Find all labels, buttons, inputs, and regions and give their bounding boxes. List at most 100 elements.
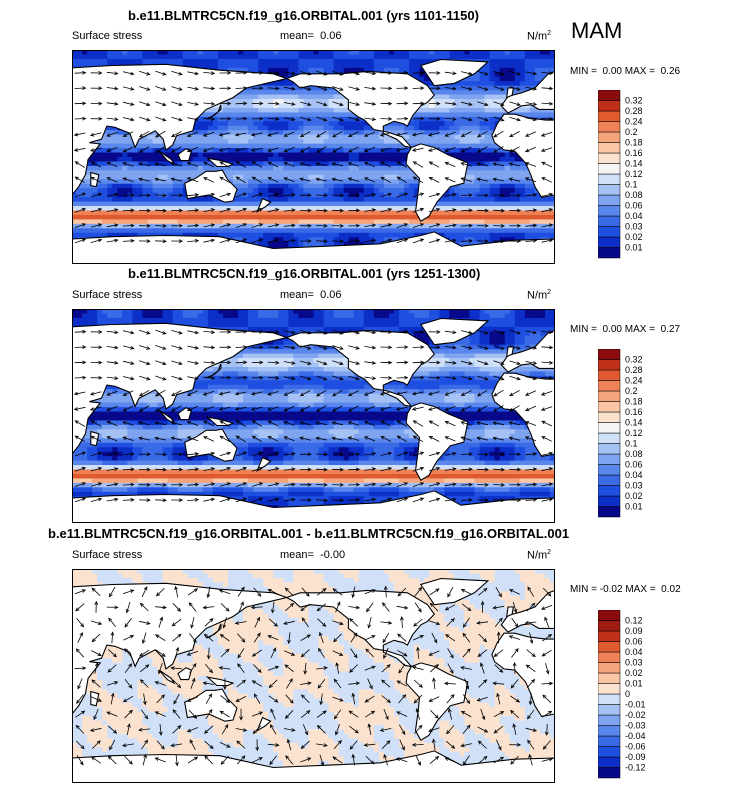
- stress-vector-head: [339, 102, 344, 107]
- field-cell: [132, 161, 139, 167]
- field-cell: [283, 90, 289, 96]
- field-cell: [494, 58, 501, 64]
- field-cell: [222, 130, 229, 136]
- field-cell: [243, 125, 249, 131]
- field-cell: [484, 130, 491, 136]
- field-cell: [243, 116, 249, 122]
- stress-vector: [364, 117, 376, 120]
- field-cell: [499, 228, 506, 234]
- field-cell: [399, 206, 405, 212]
- field-cell: [454, 94, 461, 100]
- field-cell: [243, 174, 249, 180]
- field-cell: [233, 67, 239, 73]
- field-cell: [373, 165, 380, 171]
- field-cell: [288, 125, 294, 131]
- field-cell: [464, 107, 471, 114]
- field-cell: [489, 112, 496, 118]
- field-cell: [288, 152, 294, 158]
- stress-vector-head: [363, 133, 369, 137]
- field-cell: [358, 237, 365, 243]
- field-cell: [404, 58, 410, 64]
- field-cell: [117, 130, 123, 136]
- field-cell: [283, 210, 289, 216]
- field-cell: [303, 94, 310, 100]
- field-cell: [127, 161, 133, 167]
- field-cell: [243, 157, 249, 163]
- stress-vector: [203, 131, 215, 137]
- field-cell: [273, 161, 279, 167]
- field-cell: [509, 157, 516, 163]
- stress-vector-head: [178, 87, 183, 91]
- field-cell: [122, 228, 128, 234]
- field-cell: [238, 152, 244, 158]
- field-cell: [263, 90, 269, 96]
- field-cell: [303, 152, 310, 158]
- field-cell: [268, 170, 274, 176]
- field-cell: [177, 58, 184, 64]
- field-cell: [288, 130, 294, 136]
- field-cell: [227, 152, 234, 158]
- field-cell: [489, 54, 496, 60]
- field-cell: [514, 157, 521, 163]
- field-cell: [238, 197, 244, 203]
- field-cell: [363, 121, 370, 127]
- field-cell: [157, 201, 164, 207]
- field-cell: [318, 121, 325, 127]
- field-cell: [202, 210, 209, 216]
- stress-vector: [171, 86, 183, 91]
- field-cell: [97, 50, 103, 56]
- field-cell: [122, 130, 128, 136]
- field-cell: [197, 134, 204, 140]
- field-cell: [539, 219, 546, 225]
- field-cell: [394, 63, 400, 69]
- field-cell: [383, 50, 390, 56]
- field-cell: [87, 179, 93, 185]
- field-cell: [253, 237, 259, 243]
- stress-vector-head: [227, 71, 232, 75]
- field-cell: [162, 58, 169, 64]
- field-cell: [217, 112, 224, 118]
- field-cell: [127, 143, 133, 149]
- stress-vector: [509, 101, 521, 106]
- stress-vector-head: [339, 117, 344, 122]
- field-cell: [293, 90, 300, 96]
- field-cell: [258, 219, 264, 225]
- field-cell: [313, 152, 320, 158]
- field-cell: [499, 197, 506, 203]
- field-cell: [373, 161, 380, 167]
- field-cell: [273, 116, 279, 122]
- field-cell: [288, 58, 294, 64]
- field-cell: [263, 170, 269, 176]
- field-cell: [328, 90, 335, 96]
- field-cell: [439, 219, 445, 225]
- field-cell: [348, 50, 355, 56]
- field-cell: [464, 116, 471, 122]
- field-cell: [268, 90, 274, 96]
- field-cell: [479, 232, 486, 238]
- field-cell: [504, 206, 511, 212]
- field-cell: [449, 214, 455, 221]
- stress-vector-head: [339, 71, 344, 76]
- field-cell: [152, 148, 159, 154]
- field-cell: [152, 179, 159, 185]
- field-cell: [303, 67, 310, 73]
- field-cell: [469, 206, 476, 212]
- field-cell: [92, 54, 98, 60]
- field-cell: [248, 63, 254, 69]
- field-cell: [253, 148, 259, 154]
- field-cell: [439, 121, 445, 127]
- field-cell: [142, 210, 149, 216]
- field-cell: [439, 139, 445, 145]
- field-cell: [464, 237, 471, 243]
- field-cell: [539, 201, 546, 207]
- stress-vector: [187, 86, 199, 90]
- field-cell: [127, 201, 133, 207]
- field-cell: [378, 223, 385, 229]
- field-cell: [298, 54, 305, 60]
- field-cell: [449, 197, 455, 203]
- field-cell: [489, 157, 496, 163]
- field-cell: [378, 67, 385, 73]
- field-cell: [414, 54, 420, 60]
- field-cell: [534, 232, 541, 238]
- field-cell: [414, 174, 420, 180]
